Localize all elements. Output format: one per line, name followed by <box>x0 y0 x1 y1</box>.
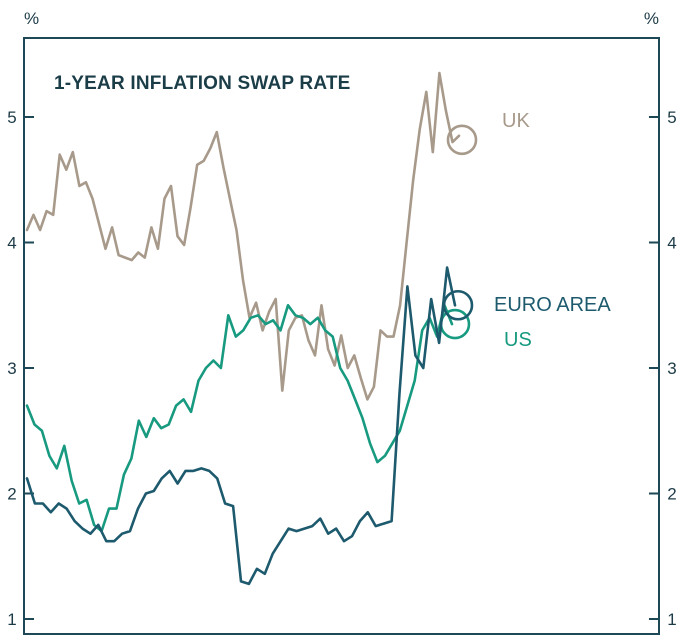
series-label-uk: UK <box>502 110 530 132</box>
left-unit-label: % <box>24 9 39 28</box>
end-marker-uk <box>446 124 478 156</box>
series-line-euro-area <box>25 266 457 586</box>
y-tick-label-left: 4 <box>7 234 16 253</box>
series-end-labels: UK US EURO AREA <box>494 110 611 351</box>
series-label-us: US <box>504 329 532 351</box>
y-tick-label-right: 3 <box>667 359 676 378</box>
series-lines <box>25 71 478 586</box>
series-line-us <box>25 304 454 533</box>
y-tick-label-right: 2 <box>667 485 676 504</box>
y-tick-label-left: 2 <box>7 485 16 504</box>
y-axis-ticks: 1 1 2 2 3 3 4 4 5 5 <box>7 108 676 629</box>
y-tick-label-right: 5 <box>667 108 676 127</box>
right-unit-label: % <box>644 9 659 28</box>
end-marker-us <box>439 308 471 340</box>
y-tick-label-left: 3 <box>7 359 16 378</box>
series-label-euro-area: EURO AREA <box>494 294 611 316</box>
end-marker-euro-area <box>442 289 474 321</box>
y-tick-label-right: 4 <box>667 234 676 253</box>
y-tick-label-left: 5 <box>7 108 16 127</box>
series-line-uk <box>25 71 461 401</box>
y-tick-label-left: 1 <box>7 610 16 629</box>
chart-title: 1-YEAR INFLATION SWAP RATE <box>54 73 351 94</box>
y-tick-label-right: 1 <box>667 610 676 629</box>
plot-frame <box>23 37 660 635</box>
